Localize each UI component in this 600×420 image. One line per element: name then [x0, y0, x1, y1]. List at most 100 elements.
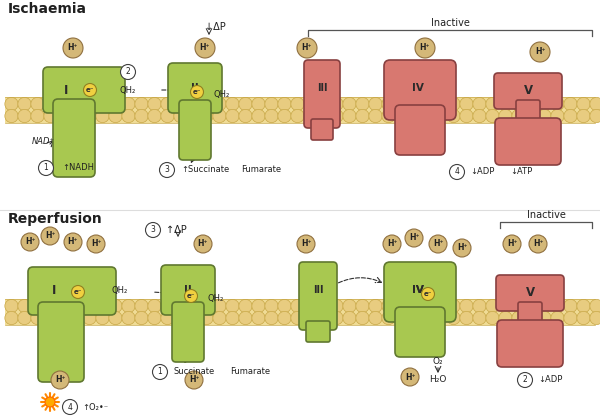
FancyBboxPatch shape: [384, 60, 456, 120]
Circle shape: [83, 299, 96, 312]
Circle shape: [226, 109, 239, 123]
Circle shape: [369, 311, 382, 325]
Circle shape: [265, 299, 278, 312]
Circle shape: [330, 97, 343, 110]
Text: H⁺: H⁺: [189, 375, 199, 384]
Circle shape: [317, 97, 330, 110]
Circle shape: [64, 233, 82, 251]
Circle shape: [135, 97, 148, 110]
Circle shape: [530, 42, 550, 62]
Circle shape: [45, 397, 55, 407]
Circle shape: [226, 311, 239, 325]
FancyBboxPatch shape: [43, 67, 125, 113]
Circle shape: [382, 97, 395, 110]
Circle shape: [499, 97, 512, 110]
Circle shape: [525, 109, 538, 123]
Circle shape: [226, 299, 239, 312]
Circle shape: [161, 311, 174, 325]
Circle shape: [421, 97, 434, 110]
Circle shape: [369, 299, 382, 312]
FancyBboxPatch shape: [395, 105, 445, 155]
Circle shape: [278, 299, 291, 312]
Circle shape: [83, 97, 96, 110]
Circle shape: [304, 299, 317, 312]
Text: 4: 4: [68, 402, 73, 412]
Circle shape: [57, 97, 70, 110]
Circle shape: [525, 97, 538, 110]
Text: III: III: [317, 83, 327, 93]
Circle shape: [96, 109, 109, 123]
Bar: [5, 299, 595, 325]
Circle shape: [51, 371, 69, 389]
Circle shape: [486, 311, 499, 325]
Circle shape: [152, 365, 167, 380]
Circle shape: [148, 311, 161, 325]
Text: H⁺: H⁺: [25, 237, 35, 247]
Text: H⁺: H⁺: [68, 44, 78, 52]
Text: Inactive: Inactive: [527, 210, 565, 220]
Circle shape: [252, 299, 265, 312]
Circle shape: [395, 109, 408, 123]
Text: 2: 2: [125, 68, 130, 76]
FancyBboxPatch shape: [28, 267, 116, 315]
Circle shape: [57, 109, 70, 123]
Circle shape: [356, 109, 369, 123]
Circle shape: [408, 311, 421, 325]
Circle shape: [460, 109, 473, 123]
Circle shape: [5, 97, 18, 110]
Circle shape: [421, 311, 434, 325]
Text: I: I: [64, 84, 68, 97]
Circle shape: [401, 368, 419, 386]
Text: ↑O₂•⁻: ↑O₂•⁻: [82, 402, 108, 412]
Text: IV: IV: [412, 285, 424, 295]
Text: 1: 1: [158, 368, 163, 376]
Circle shape: [148, 97, 161, 110]
Circle shape: [551, 311, 564, 325]
Text: V: V: [526, 286, 535, 299]
Circle shape: [148, 109, 161, 123]
Circle shape: [239, 311, 252, 325]
Circle shape: [239, 97, 252, 110]
Circle shape: [434, 299, 447, 312]
Circle shape: [44, 299, 57, 312]
Circle shape: [395, 299, 408, 312]
Circle shape: [369, 109, 382, 123]
Circle shape: [551, 299, 564, 312]
Circle shape: [356, 97, 369, 110]
Circle shape: [200, 311, 213, 325]
Circle shape: [460, 311, 473, 325]
Circle shape: [577, 97, 590, 110]
Text: Ischaemia: Ischaemia: [8, 2, 87, 16]
Text: H⁺: H⁺: [405, 373, 415, 381]
Circle shape: [304, 311, 317, 325]
Circle shape: [460, 97, 473, 110]
Bar: [5, 97, 595, 123]
Circle shape: [382, 299, 395, 312]
Circle shape: [44, 311, 57, 325]
Text: III: III: [313, 285, 323, 295]
Circle shape: [226, 97, 239, 110]
Circle shape: [5, 299, 18, 312]
Circle shape: [449, 165, 464, 179]
Circle shape: [564, 97, 577, 110]
Text: e⁻: e⁻: [193, 89, 201, 95]
Circle shape: [291, 109, 304, 123]
Circle shape: [252, 97, 265, 110]
Circle shape: [408, 299, 421, 312]
Text: ↑NADH: ↑NADH: [62, 163, 94, 173]
Circle shape: [297, 38, 317, 58]
Circle shape: [70, 109, 83, 123]
FancyBboxPatch shape: [518, 302, 542, 330]
FancyBboxPatch shape: [161, 265, 215, 315]
Text: H⁺: H⁺: [91, 239, 101, 249]
Circle shape: [122, 299, 135, 312]
Circle shape: [343, 109, 356, 123]
Circle shape: [135, 311, 148, 325]
Circle shape: [434, 97, 447, 110]
Text: e⁻: e⁻: [424, 291, 432, 297]
Circle shape: [109, 109, 122, 123]
Text: IV: IV: [412, 285, 424, 295]
Circle shape: [551, 97, 564, 110]
Circle shape: [174, 311, 187, 325]
Circle shape: [447, 299, 460, 312]
